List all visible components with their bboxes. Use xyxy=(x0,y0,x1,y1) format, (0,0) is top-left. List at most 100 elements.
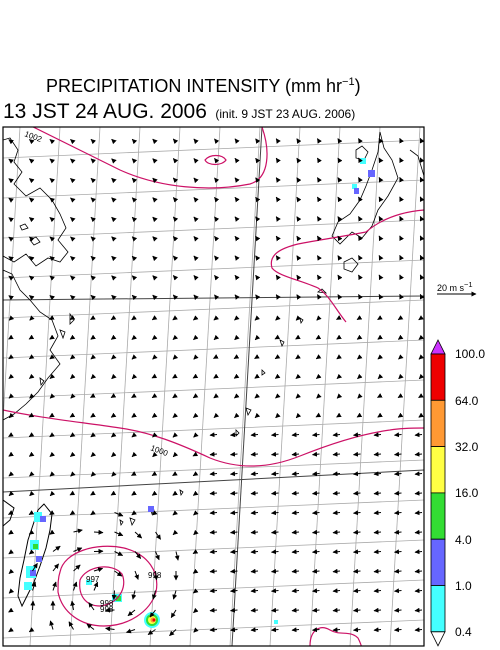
colorbar-overflow-cap xyxy=(430,339,446,355)
contour-label-998-outer: 998 xyxy=(148,571,162,580)
wind-arrow xyxy=(172,334,179,340)
wind-arrow xyxy=(111,373,117,380)
wind-arrow xyxy=(192,549,199,555)
wind-arrow xyxy=(357,354,363,360)
wind-arrow xyxy=(356,412,363,418)
wind-arrow xyxy=(378,138,384,144)
wind-arrow xyxy=(90,451,97,457)
wind-arrow xyxy=(152,216,158,223)
wind-arrow xyxy=(316,157,322,164)
wind-arrow xyxy=(230,490,238,496)
wind-arrow xyxy=(172,490,178,496)
wind-arrow xyxy=(31,581,37,591)
wind-arrow xyxy=(131,236,138,242)
valid-time: 13 JST 24 AUG. 2006 xyxy=(3,100,207,123)
wind-arrow xyxy=(49,620,55,630)
wind-arrow xyxy=(358,274,363,281)
wind-arrow xyxy=(8,588,15,594)
wind-arrow xyxy=(275,393,281,399)
wind-arrow xyxy=(250,451,259,457)
wind-arrow xyxy=(234,255,240,261)
wind-arrow xyxy=(296,255,302,261)
wind-arrow xyxy=(131,354,138,360)
wind-arrow xyxy=(419,196,424,203)
wind-arrow xyxy=(419,274,424,281)
wind-arrow xyxy=(337,235,343,242)
wind-arrow xyxy=(126,628,136,634)
wind-arrow xyxy=(291,432,300,438)
wind-arrow xyxy=(358,177,363,183)
wind-arrow xyxy=(90,471,97,477)
wind-arrow xyxy=(8,197,14,203)
wind-arrow xyxy=(332,607,341,613)
wind-arrow xyxy=(193,510,199,516)
colorbar-label: 1.0 xyxy=(455,579,472,593)
wind-arrow xyxy=(373,471,382,477)
wind-arrow xyxy=(114,531,124,537)
wind-arrow xyxy=(172,275,179,281)
wind-arrow xyxy=(49,158,55,164)
wind-arrow xyxy=(419,176,424,183)
wind-arrow xyxy=(114,551,124,556)
wind-arrow xyxy=(358,235,363,242)
wind-arrow xyxy=(291,568,300,574)
wind-arrow xyxy=(49,295,55,301)
wind-arrow xyxy=(213,412,220,418)
chart-subtitle: 13 JST 24 AUG. 2006 (init. 9 JST 23 AUG.… xyxy=(3,100,355,124)
wind-arrow xyxy=(90,158,97,164)
wind-arrow xyxy=(337,255,343,261)
wind-arrow xyxy=(134,551,142,559)
wind-arrow xyxy=(337,157,343,164)
colorbar-segment xyxy=(430,399,446,447)
wind-arrow xyxy=(172,158,179,164)
wind-arrow xyxy=(153,570,159,581)
wind-arrow xyxy=(295,354,301,360)
wind-arrow xyxy=(111,275,117,281)
wind-arrow xyxy=(332,432,341,438)
wind-arrow xyxy=(8,275,14,281)
wind-arrow xyxy=(213,315,219,321)
wind-arrow xyxy=(209,568,218,574)
wind-arrow xyxy=(90,197,97,203)
wind-arrow xyxy=(233,354,240,360)
wind-arrow xyxy=(337,138,343,144)
wind-arrow xyxy=(213,354,219,359)
wind-arrow xyxy=(377,315,383,321)
precipitation-cells xyxy=(24,158,375,628)
wind-arrow xyxy=(332,529,341,535)
wind-arrow xyxy=(8,334,14,340)
wind-arrow xyxy=(234,196,240,203)
wind-arrow xyxy=(209,607,218,613)
wind-arrow xyxy=(131,315,137,321)
wind-arrow xyxy=(312,607,320,613)
wind-arrow xyxy=(378,196,384,203)
wind-arrow xyxy=(255,294,261,300)
wind-arrow xyxy=(49,373,56,379)
wind-arrow xyxy=(29,158,35,164)
wind-arrow xyxy=(193,334,199,341)
wind-arrow xyxy=(295,393,302,399)
wind-arrow xyxy=(174,551,180,561)
wind-arrow xyxy=(271,607,279,613)
wind-arrow xyxy=(254,334,261,341)
wind-arrow xyxy=(255,235,261,242)
wind-arrow xyxy=(394,432,402,438)
wind-arrow xyxy=(28,510,35,516)
wind-arrow xyxy=(209,549,218,555)
colorbar-label: 64.0 xyxy=(455,394,479,408)
wind-arrow xyxy=(8,295,14,301)
wind-arrow xyxy=(172,294,179,301)
wind-arrow xyxy=(336,393,343,399)
wind-arrow xyxy=(254,412,261,419)
wind-arrow xyxy=(230,451,238,457)
colorbar-segment xyxy=(430,446,446,494)
wind-arrow xyxy=(316,255,322,261)
wind-arrow xyxy=(414,627,423,633)
wind-arrow xyxy=(250,471,259,477)
wind-arrow xyxy=(73,564,81,572)
wind-arrow xyxy=(149,609,156,618)
wind-vectors xyxy=(8,137,424,637)
wind-arrow xyxy=(209,471,218,477)
wind-arrow xyxy=(152,158,158,164)
